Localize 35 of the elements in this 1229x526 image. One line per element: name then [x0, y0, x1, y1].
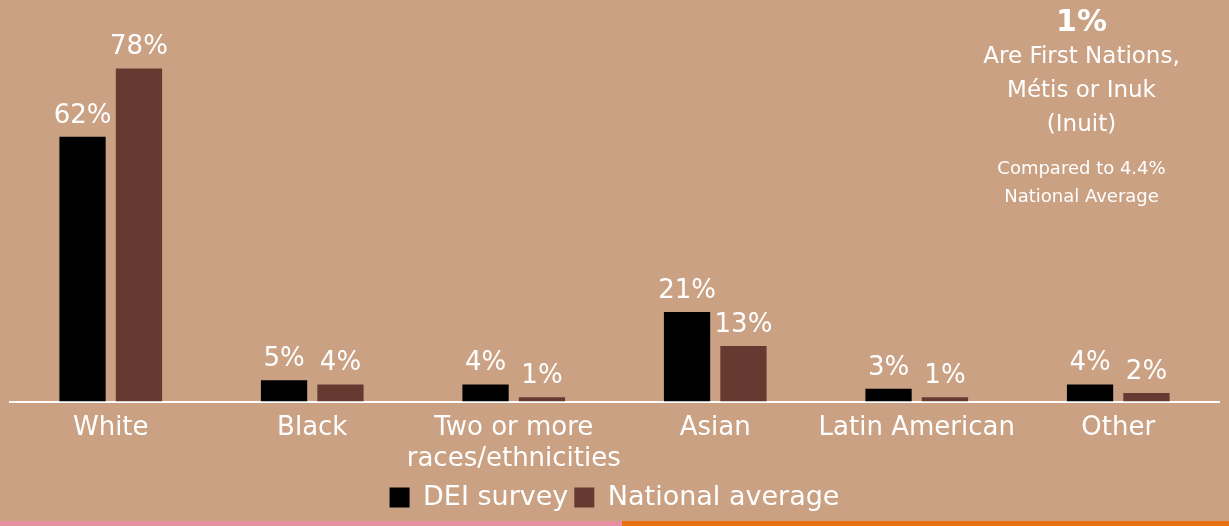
bar [720, 346, 767, 402]
x-tick-label: White [72, 410, 149, 441]
bar [260, 380, 308, 402]
annotation: Compared to 4.4% National Average [996, 156, 1167, 208]
bar [921, 397, 969, 402]
data-label: 3% [867, 350, 910, 381]
legend-label: National average [607, 479, 840, 511]
x-tick-label: Asian [679, 410, 751, 441]
x-tick-label: Two or more races/ethnicities [406, 410, 621, 473]
bar [462, 384, 509, 402]
data-label: 1% [521, 359, 563, 390]
x-tick-label: Black [277, 410, 348, 441]
bar [1066, 384, 1114, 402]
bar [317, 384, 364, 402]
bar [518, 397, 566, 402]
data-label: 4% [319, 346, 362, 377]
data-label: 4% [1069, 346, 1111, 377]
data-label: 4% [464, 346, 507, 377]
bar [663, 311, 711, 402]
data-label: 1% [924, 359, 966, 390]
x-tick-label: Latin American [818, 410, 1015, 441]
data-label: 5% [263, 342, 305, 372]
bar [115, 68, 163, 402]
bar [1123, 393, 1170, 402]
text: 1% [1055, 3, 1108, 38]
data-label: 62% [53, 98, 112, 129]
x-tick-label: Other [1081, 410, 1156, 441]
data-label: 78% [110, 30, 168, 61]
annotation: Are First Nations, Métis or Inuk (Inuit) [982, 41, 1181, 138]
bar [865, 388, 912, 402]
data-label: 21% [658, 273, 716, 304]
data-label: 2% [1125, 354, 1168, 385]
data-label: 13% [714, 307, 773, 338]
legend-label: DEI survey [423, 479, 569, 511]
bar [59, 136, 106, 402]
